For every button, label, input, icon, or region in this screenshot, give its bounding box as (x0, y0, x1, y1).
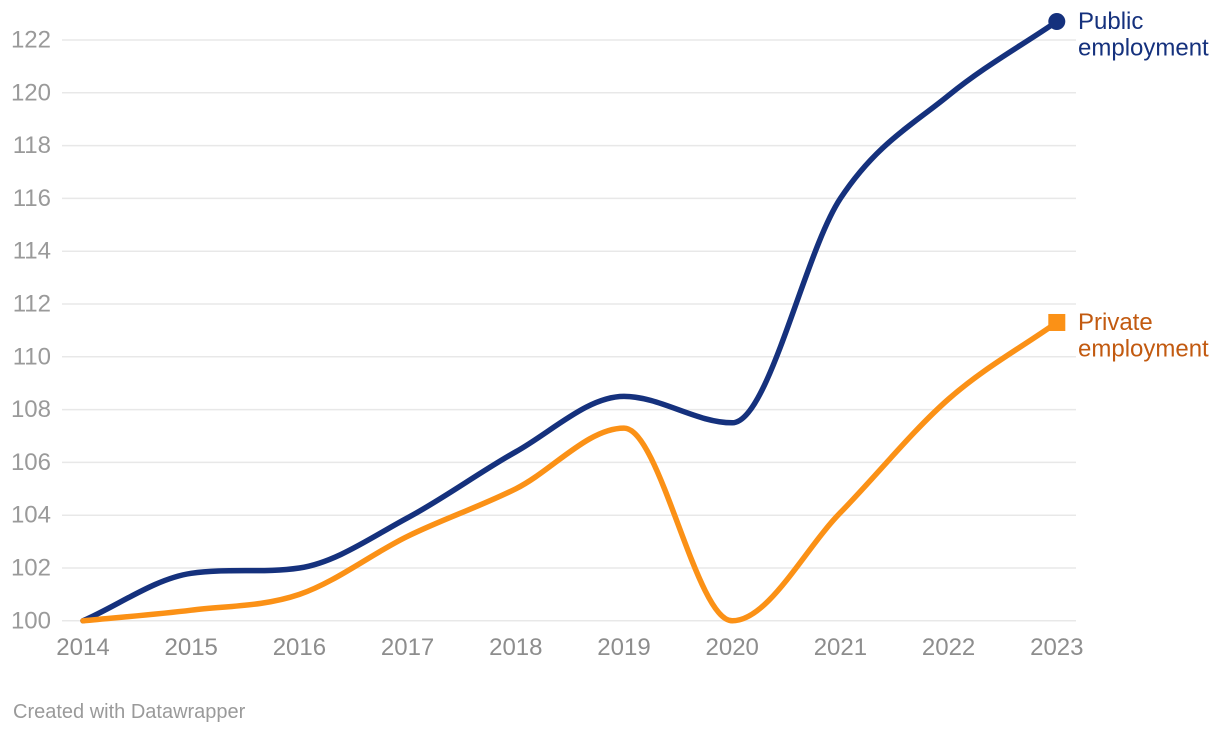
x-tick-label: 2021 (814, 634, 867, 661)
x-tick-label: 2017 (381, 634, 434, 661)
y-tick-label: 114 (13, 238, 51, 265)
x-tick-label: 2016 (273, 634, 326, 661)
y-tick-label: 100 (11, 607, 51, 634)
y-tick-label: 122 (11, 27, 51, 54)
y-tick-label: 110 (13, 343, 51, 370)
y-tick-label: 118 (13, 132, 51, 159)
private-employment-label: Private employment (1078, 309, 1209, 363)
public-employment-end-marker (1048, 13, 1066, 31)
x-tick-label: 2022 (922, 634, 975, 661)
x-tick-label: 2019 (597, 634, 650, 661)
y-tick-label: 120 (11, 79, 51, 106)
datawrapper-attribution-link[interactable]: Created with Datawrapper (13, 701, 246, 723)
y-tick-label: 112 (13, 291, 51, 318)
y-tick-label: 106 (11, 449, 51, 476)
y-tick-label: 104 (11, 502, 51, 529)
y-tick-label: 116 (13, 185, 51, 212)
public-employment-label: Public employment (1078, 8, 1209, 62)
x-tick-label: 2015 (165, 634, 218, 661)
x-tick-label: 2020 (706, 634, 759, 661)
private-employment-line (80, 319, 1060, 624)
chart-canvas: 100 102 104 106 108 110 112 114 116 118 120 122 2014… (11, 8, 1209, 661)
x-tick-label: 2014 (56, 634, 109, 661)
private-employment-end-marker (1048, 313, 1066, 331)
y-tick-label: 108 (11, 396, 51, 423)
public-employment-line (80, 18, 1060, 624)
x-tick-label: 2018 (489, 634, 542, 661)
x-tick-label: 2023 (1030, 634, 1083, 661)
y-tick-label: 102 (11, 555, 51, 582)
